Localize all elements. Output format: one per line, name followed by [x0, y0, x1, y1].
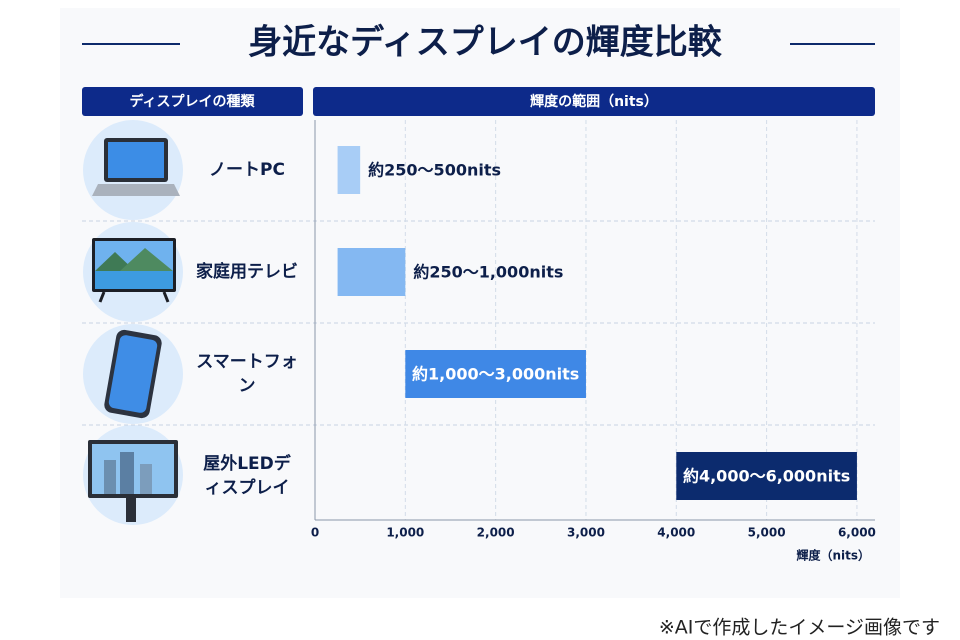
chart-title: 身近なディスプレイの輝度比較: [248, 23, 723, 63]
value-label: 約1,000～3,000nits: [412, 365, 579, 384]
bar: [337, 248, 406, 296]
bar: [405, 350, 586, 398]
value-label: 約4,000～6,000nits: [683, 467, 850, 486]
billboard-icon: [83, 425, 183, 525]
value-label: 約250～500nits: [368, 161, 501, 180]
header-bar: [313, 87, 875, 116]
value-label: 約250～1,000nits: [413, 263, 563, 282]
footnote: ※AIで作成したイメージ画像です: [659, 617, 940, 639]
header-bar: [82, 87, 303, 116]
x-tick-label: 4,000: [657, 526, 695, 540]
value-header: 輝度の範囲（nits）: [530, 93, 658, 110]
category-label: スマートフォン: [196, 352, 298, 396]
bar: [337, 146, 361, 194]
x-tick-label: 5,000: [748, 526, 786, 540]
laptop-icon: [83, 120, 183, 220]
category-label: ノートPC: [209, 160, 285, 180]
tv-icon: [83, 222, 183, 322]
x-tick-label: 1,000: [386, 526, 424, 540]
category-header: ディスプレイの種類: [129, 93, 255, 110]
x-axis-label: 輝度（nits）: [796, 548, 870, 563]
x-tick-label: 6,000: [838, 526, 876, 540]
x-tick-label: 0: [311, 526, 319, 540]
bar: [676, 452, 857, 500]
x-tick-label: 3,000: [567, 526, 605, 540]
category-label: 家庭用テレビ: [196, 262, 298, 282]
phone-icon: [83, 324, 183, 424]
plot: 0 1,000 2,000 3,000 4,000 5,000 6,000 約250～500n…: [311, 120, 876, 540]
category-label: 屋外LEDディスプレイ: [203, 454, 291, 498]
x-tick-label: 2,000: [477, 526, 515, 540]
